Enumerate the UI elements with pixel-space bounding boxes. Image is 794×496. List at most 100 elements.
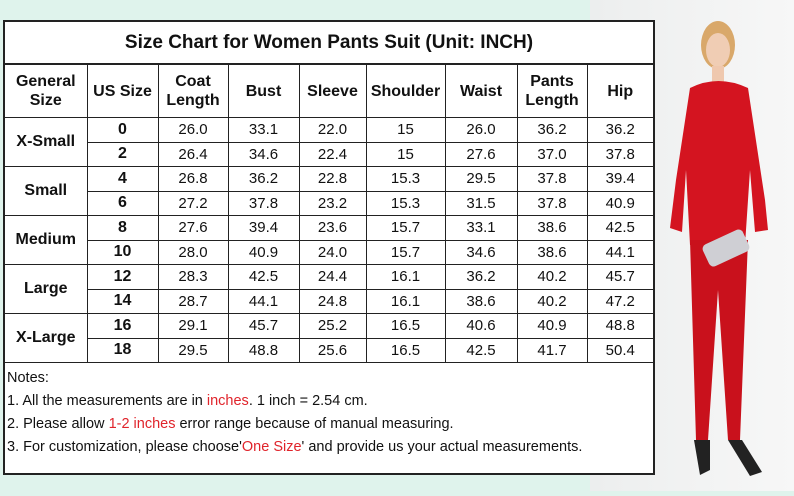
measurement-cell: 15.7: [365, 239, 446, 265]
us-size-cell: 18: [87, 337, 159, 363]
measurement-cell: 16.5: [365, 313, 446, 339]
measurement-cell: 26.0: [157, 117, 229, 143]
table-row: Large 12 28.3 42.5 24.4 16.1 36.2 40.2 45.7: [5, 264, 653, 314]
note-text: error range because of manual measuring.: [175, 416, 454, 432]
measurement-cell: 34.6: [444, 239, 518, 265]
note-text: 1. All the measurements are in: [7, 393, 207, 409]
general-size-cell: X-Large: [5, 313, 88, 363]
table-row: Small 4 26.8 36.2 22.8 15.3 29.5 37.8 39.4: [5, 166, 653, 216]
measurement-cell: 40.9: [586, 190, 653, 216]
chart-title: Size Chart for Women Pants Suit (Unit: I…: [5, 22, 653, 64]
note-highlight: One Size: [241, 439, 302, 455]
note-text: 2. Please allow: [7, 416, 109, 432]
measurement-cell: 28.7: [157, 288, 229, 314]
measurement-cell: 16.1: [365, 264, 446, 290]
measurement-cell: 50.4: [586, 337, 653, 363]
table-row: 2 26.4 34.6 22.4 15 27.6 37.0 37.8: [5, 141, 653, 167]
note-highlight: inches: [206, 393, 249, 409]
measurement-cell: 24.4: [298, 264, 367, 290]
us-size-cell: 8: [86, 215, 159, 241]
column-header: General Size: [5, 64, 88, 118]
us-size-cell: 4: [86, 166, 159, 192]
measurement-cell: 39.4: [586, 166, 653, 192]
header-row: General Size US Size Coat Length Bust Sleeve…: [5, 64, 653, 118]
model-figure: [670, 21, 768, 476]
note-text: . 1 inch = 2.54 cm.: [248, 393, 368, 409]
measurement-cell: 16.1: [365, 288, 446, 314]
measurement-cell: 22.4: [298, 141, 367, 167]
table-row: Medium 8 27.6 39.4 23.6 15.7 33.1 38.6 42.5: [5, 215, 653, 265]
measurement-cell: 26.4: [157, 141, 229, 167]
measurement-cell: 48.8: [586, 313, 653, 339]
measurement-cell: 36.2: [227, 166, 300, 192]
measurement-cell: 41.7: [516, 337, 588, 363]
measurement-cell: 16.5: [365, 337, 446, 363]
general-size-cell: Medium: [5, 215, 88, 265]
note-3: 3. For customization, please choose'One …: [7, 436, 651, 459]
note-text: ' and provide us your actual measurement…: [301, 439, 583, 455]
measurement-cell: 29.5: [157, 337, 229, 363]
measurement-cell: 25.2: [298, 313, 367, 339]
measurement-cell: 39.4: [227, 215, 300, 241]
measurement-cell: 26.0: [444, 117, 518, 143]
measurement-cell: 26.8: [157, 166, 229, 192]
measurement-cell: 44.1: [227, 288, 300, 314]
column-header: Shoulder: [365, 64, 446, 118]
measurement-cell: 25.6: [298, 337, 367, 363]
measurement-cell: 37.8: [516, 190, 588, 216]
measurement-cell: 40.9: [516, 313, 588, 339]
measurement-cell: 15.3: [365, 190, 446, 216]
measurement-cell: 47.2: [586, 288, 653, 314]
measurement-cell: 24.0: [298, 239, 367, 265]
table-row: X-Small 0 26.0 33.1 22.0 15 26.0 36.2 36.2: [5, 117, 653, 167]
measurement-cell: 48.8: [227, 337, 300, 363]
table-row: X-Large 16 29.1 45.7 25.2 16.5 40.6 40.9 48.8: [5, 313, 653, 363]
us-size-cell: 10: [87, 239, 159, 265]
measurement-cell: 28.3: [157, 264, 229, 290]
general-size-cell: Small: [5, 166, 88, 216]
table-row: 18 29.5 48.8 25.6 16.5 42.5 41.7 50.4: [5, 337, 653, 363]
column-header: Coat Length: [157, 64, 229, 118]
general-size-cell: Large: [5, 264, 88, 314]
measurement-cell: 33.1: [444, 215, 518, 241]
measurement-cell: 15.3: [365, 166, 446, 192]
measurement-cell: 40.2: [516, 264, 588, 290]
measurement-cell: 40.6: [444, 313, 518, 339]
note-1: 1. All the measurements are in inches. 1…: [7, 390, 651, 413]
general-size-cell: X-Small: [5, 117, 88, 167]
column-header: Bust: [227, 64, 300, 118]
us-size-cell: 16: [86, 313, 159, 339]
table-row: 6 27.2 37.8 23.2 15.3 31.5 37.8 40.9: [5, 190, 653, 216]
measurement-cell: 38.6: [516, 239, 588, 265]
measurement-cell: 23.2: [298, 190, 367, 216]
column-header: Sleeve: [298, 64, 367, 118]
column-header: US Size: [86, 64, 159, 118]
measurement-cell: 40.9: [227, 239, 300, 265]
measurement-cell: 45.7: [227, 313, 300, 339]
us-size-cell: 2: [87, 141, 159, 167]
measurement-cell: 44.1: [586, 239, 653, 265]
table-row: 14 28.7 44.1 24.8 16.1 38.6 40.2 47.2: [5, 288, 653, 314]
measurement-cell: 42.5: [586, 215, 653, 241]
column-header: Hip: [586, 64, 653, 118]
measurement-cell: 27.6: [157, 215, 229, 241]
measurement-cell: 22.0: [298, 117, 367, 143]
measurement-cell: 31.5: [444, 190, 518, 216]
measurement-cell: 23.6: [298, 215, 367, 241]
us-size-cell: 14: [87, 288, 159, 314]
measurement-cell: 15: [365, 141, 446, 167]
measurement-cell: 38.6: [516, 215, 588, 241]
measurement-cell: 38.6: [444, 288, 518, 314]
column-header: Pants Length: [516, 64, 588, 118]
size-table: General Size US Size Coat Length Bust Sleeve…: [5, 64, 653, 363]
us-size-cell: 12: [86, 264, 159, 290]
measurement-cell: 27.6: [444, 141, 518, 167]
measurement-cell: 27.2: [157, 190, 229, 216]
note-text: 3. For customization, please choose': [7, 439, 242, 455]
notes-heading: Notes:: [7, 370, 49, 386]
measurement-cell: 15: [365, 117, 446, 143]
measurement-cell: 37.8: [586, 141, 653, 167]
notes: Notes: 1. All the measurements are in in…: [5, 363, 653, 463]
us-size-cell: 6: [87, 190, 159, 216]
measurement-cell: 37.0: [516, 141, 588, 167]
